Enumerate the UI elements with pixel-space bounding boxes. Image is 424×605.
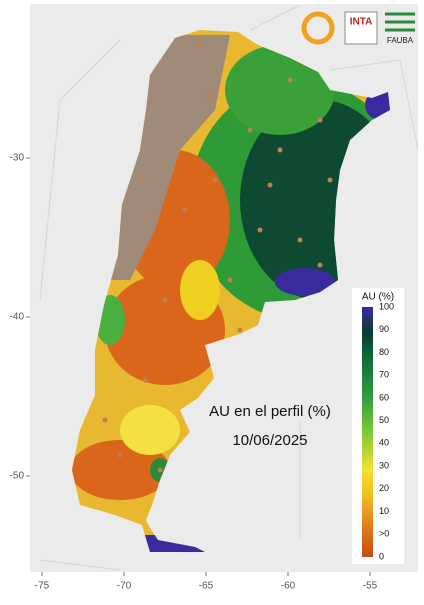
legend-label: 10 (379, 506, 389, 516)
legend-label: 40 (379, 438, 389, 448)
logo-box (344, 11, 378, 45)
x-tick-label: -75 (35, 581, 50, 592)
legend-box (352, 288, 404, 564)
x-tick-label: -55 (363, 581, 378, 592)
legend-colorbar (362, 307, 373, 557)
x-tick-label: -65 (199, 581, 214, 592)
x-tick-label: -60 (281, 581, 296, 592)
y-tick-label: -50 (10, 471, 25, 482)
logo-circle (301, 11, 335, 45)
logo-text: FAUBA (387, 36, 414, 45)
legend-label: 90 (379, 324, 389, 334)
x-tick-label: -70 (117, 581, 132, 592)
logos: INTA FAUBA (301, 11, 415, 45)
neighbour-borders (39, 4, 419, 571)
y-tick-label: -30 (10, 153, 25, 164)
legend-title: AU (%) (362, 292, 394, 303)
legend-label: 60 (379, 392, 389, 402)
logo-text: INTA (350, 17, 373, 28)
logo-waves (385, 12, 415, 32)
stations (102, 42, 333, 473)
legend-label: 30 (379, 460, 389, 470)
legend-label: 100 (379, 301, 394, 311)
y-tick-label: -40 (10, 312, 25, 323)
legend-label: 20 (379, 483, 389, 493)
legend-labels: 100 90 80 70 60 50 40 30 20 10 >0 0 (379, 301, 394, 561)
axis-ticks: -75 -70 -65 -60 -55 -30 -40 -50 (10, 153, 378, 592)
map-date: 10/06/2025 (232, 432, 307, 449)
legend-label: 80 (379, 347, 389, 357)
legend-label: 50 (379, 415, 389, 425)
legend-label: 0 (379, 551, 384, 561)
legend-label: >0 (379, 529, 389, 539)
map-title: AU en el perfil (%) (209, 403, 331, 420)
legend-label: 70 (379, 370, 389, 380)
